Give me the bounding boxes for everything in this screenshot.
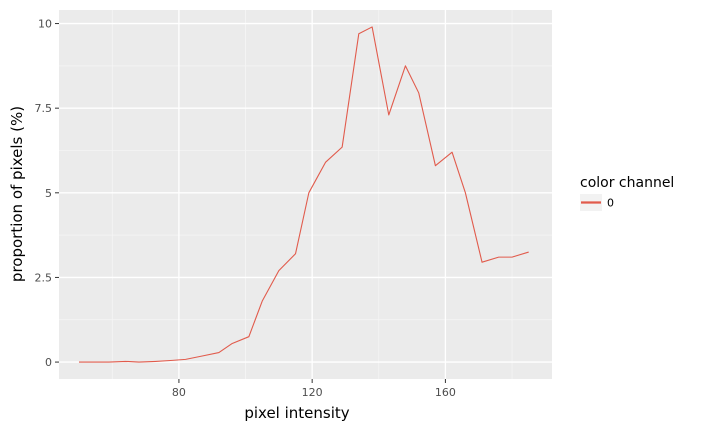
y-axis-title: proportion of pixels (%) bbox=[8, 106, 26, 282]
plot-panel bbox=[59, 10, 552, 379]
x-tick-labels: 80 120 160 bbox=[172, 386, 456, 399]
x-tick-label: 120 bbox=[302, 386, 323, 399]
x-tick-label: 80 bbox=[172, 386, 186, 399]
legend: color channel 0 bbox=[580, 175, 674, 211]
legend-title: color channel bbox=[580, 175, 674, 191]
legend-label-series-0: 0 bbox=[607, 197, 614, 210]
x-axis-title: pixel intensity bbox=[244, 404, 349, 422]
y-tick-label: 7.5 bbox=[35, 102, 53, 115]
axis-ticks bbox=[55, 23, 446, 383]
y-tick-label: 2.5 bbox=[35, 271, 53, 284]
y-tick-label: 10 bbox=[38, 18, 52, 31]
y-tick-label: 5 bbox=[45, 187, 52, 200]
series-line-0 bbox=[78, 26, 529, 363]
y-tick-label: 0 bbox=[45, 356, 52, 369]
minor-gridlines bbox=[59, 10, 552, 379]
series-layer bbox=[78, 26, 529, 363]
x-tick-label: 160 bbox=[435, 386, 456, 399]
y-tick-labels: 0 2.5 5 7.5 10 bbox=[35, 18, 53, 370]
